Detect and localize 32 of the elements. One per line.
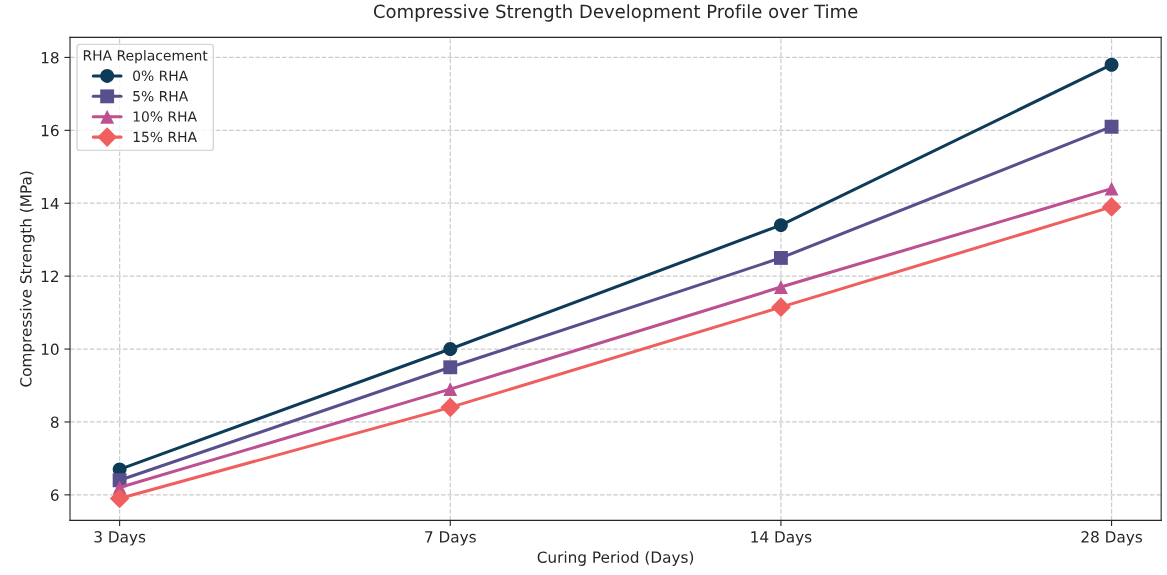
legend-label: 5% RHA bbox=[133, 90, 189, 102]
y-tick-label: 18 bbox=[41, 51, 59, 64]
legend-label: 15% RHA bbox=[133, 131, 197, 143]
point bbox=[443, 360, 458, 375]
point bbox=[773, 280, 788, 295]
y-tick-label: 12 bbox=[41, 270, 59, 282]
legend-label: 10% RHA bbox=[133, 111, 197, 122]
x-tick-label: 28 Days bbox=[1081, 531, 1143, 546]
point bbox=[1104, 57, 1119, 72]
point bbox=[773, 218, 788, 233]
y-tick-label: 16 bbox=[41, 124, 59, 137]
chart-title: Compressive Strength Development Profile over Time bbox=[373, 4, 858, 22]
legend-label: 0% RHA bbox=[133, 70, 189, 82]
y-tick-label: 6 bbox=[50, 489, 59, 501]
y-tick-label: 10 bbox=[41, 343, 59, 356]
point bbox=[771, 297, 791, 317]
legend-title: RHA Replacement bbox=[83, 49, 208, 64]
point bbox=[773, 250, 788, 265]
x-tick-label: 3 Days bbox=[94, 531, 146, 546]
point bbox=[440, 397, 461, 418]
y-axis-title: Compressive Strength (MPa) bbox=[19, 171, 35, 387]
point bbox=[443, 382, 458, 397]
point bbox=[443, 342, 458, 356]
x-axis-title: Curing Period (Days) bbox=[537, 551, 694, 566]
point bbox=[1101, 197, 1122, 217]
point bbox=[1104, 181, 1119, 196]
y-tick-label: 14 bbox=[41, 197, 59, 210]
point bbox=[109, 488, 130, 509]
y-tick-label: 8 bbox=[50, 416, 59, 428]
x-tick-label: 7 Days bbox=[425, 531, 476, 546]
point bbox=[1104, 119, 1119, 134]
x-tick-label: 14 Days bbox=[751, 531, 812, 546]
